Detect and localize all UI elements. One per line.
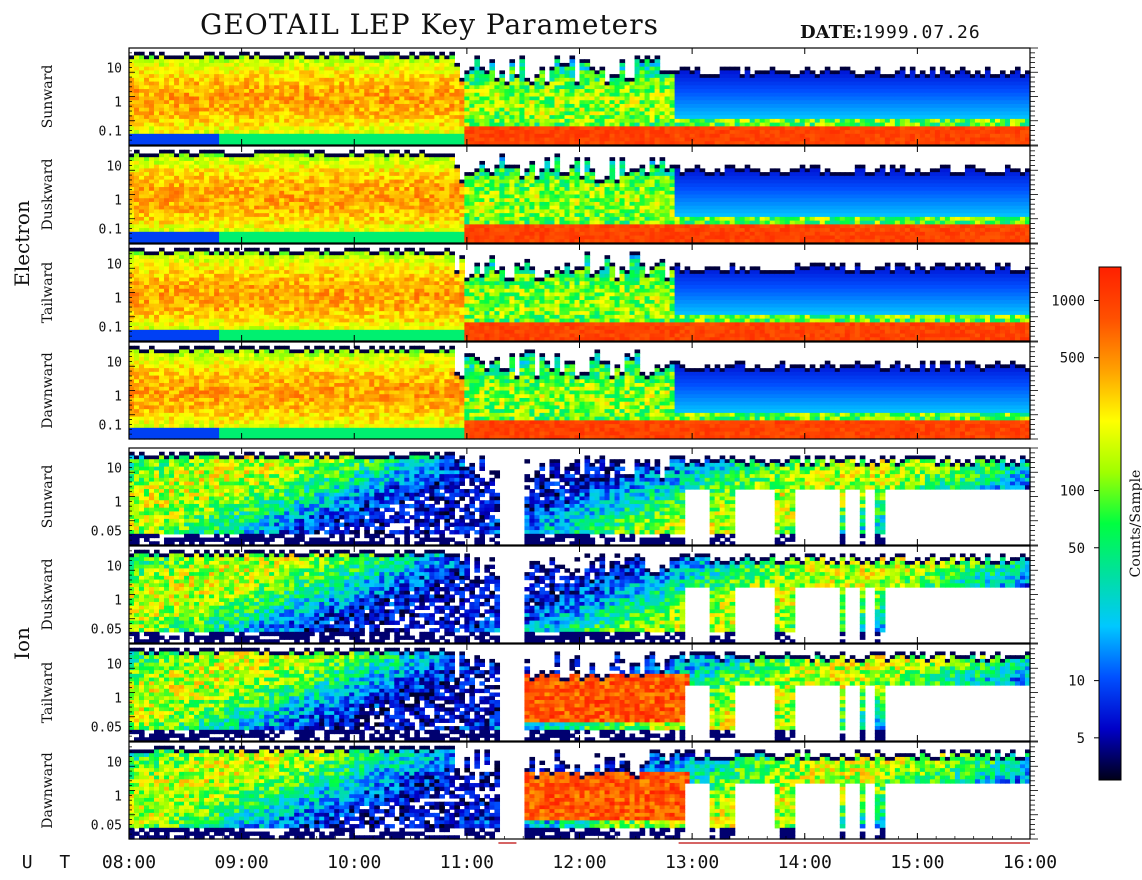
y-tick-label: 1 <box>114 389 122 404</box>
y-tick-label: 1 <box>114 495 122 510</box>
panel-electron-tailward <box>129 248 1031 342</box>
x-tick-label: 08:00 <box>102 852 156 873</box>
panel-label: Dawnward <box>40 352 56 429</box>
colorbar-tick-label: 100 <box>1060 484 1085 500</box>
panel-label: Sunward <box>40 465 56 529</box>
panel-label: Duskward <box>40 559 56 631</box>
colorbar-label: Counts/Sample <box>1128 470 1142 578</box>
panel-label: Tailward <box>40 662 56 724</box>
panel-ion-duskward <box>129 550 1031 644</box>
y-tick-label: 10 <box>106 461 122 476</box>
y-tick-label: 10 <box>106 657 122 672</box>
y-tick-label: 1 <box>114 291 122 306</box>
y-tick-label: 1 <box>114 789 122 804</box>
y-tick-label: 0.1 <box>99 418 122 433</box>
colorbar-tick-label: 1000 <box>1051 293 1085 309</box>
x-tick-label: 16:00 <box>1003 852 1057 873</box>
group-label: Ion <box>10 627 34 660</box>
y-tick-label: 0.1 <box>99 320 122 335</box>
y-tick-label: 0.1 <box>99 222 122 237</box>
y-tick-label: 0.1 <box>99 124 122 139</box>
y-tick-label: 0.05 <box>91 818 122 833</box>
x-tick-label: 12:00 <box>552 852 606 873</box>
panel-label: Sunward <box>40 65 56 129</box>
y-tick-label: 10 <box>106 61 122 76</box>
y-tick-label: 1 <box>114 95 122 110</box>
x-tick-label: 09:00 <box>215 852 269 873</box>
panel-ion-tailward <box>129 648 1031 742</box>
y-tick-label: 10 <box>106 559 122 574</box>
panel-electron-sunward <box>129 52 1031 146</box>
y-tick-label: 0.05 <box>91 720 122 735</box>
y-tick-label: 10 <box>106 257 122 272</box>
y-tick-label: 1 <box>114 691 122 706</box>
colorbar-tick-label: 500 <box>1060 351 1085 367</box>
panel-label: Duskward <box>40 159 56 231</box>
y-tick-label: 10 <box>106 159 122 174</box>
y-tick-label: 10 <box>106 755 122 770</box>
colorbar-tick-label: 5 <box>1077 731 1085 747</box>
x-tick-label: 15:00 <box>890 852 944 873</box>
panel-ion-sunward <box>129 452 1031 546</box>
y-tick-label: 1 <box>114 593 122 608</box>
x-tick-label: 10:00 <box>327 852 381 873</box>
panel-electron-duskward <box>129 150 1031 244</box>
panel-ion-dawnward <box>129 746 1031 840</box>
colorbar <box>1099 267 1121 780</box>
y-tick-label: 0.05 <box>91 524 122 539</box>
colorbar-tick-label: 10 <box>1068 674 1085 690</box>
y-tick-label: 0.05 <box>91 622 122 637</box>
colorbar-tick-label: 50 <box>1068 541 1085 557</box>
panel-electron-dawnward <box>129 346 1031 440</box>
y-tick-label: 10 <box>106 355 122 370</box>
group-label: Electron <box>10 200 34 287</box>
panel-label: Tailward <box>40 262 56 324</box>
panel-label: Dawnward <box>40 752 56 829</box>
x-tick-label: 11:00 <box>440 852 494 873</box>
x-tick-label: 14:00 <box>778 852 832 873</box>
x-tick-label: 13:00 <box>665 852 719 873</box>
y-tick-label: 1 <box>114 193 122 208</box>
x-axis-label: U T <box>22 852 79 873</box>
